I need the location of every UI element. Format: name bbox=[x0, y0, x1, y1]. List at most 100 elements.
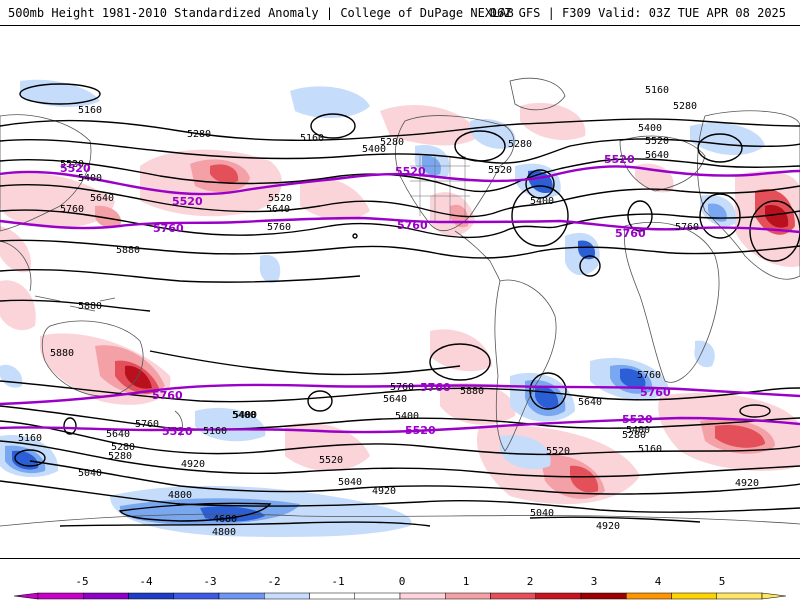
contour-label: 5160 bbox=[78, 105, 102, 116]
anomaly-negative-region bbox=[694, 340, 715, 368]
anomaly-positive-region bbox=[570, 465, 599, 493]
anomaly-positive-region bbox=[715, 425, 765, 448]
anomaly-positive-region bbox=[520, 102, 586, 141]
contour-label: 5160 bbox=[18, 433, 42, 444]
continent-africa bbox=[623, 221, 720, 383]
contour-5520-north bbox=[0, 165, 800, 196]
low-center-contour bbox=[307, 390, 333, 412]
highlight-contour-label: 5760 bbox=[615, 227, 646, 240]
new-zealand bbox=[174, 410, 183, 437]
colorbar-tick-label: -4 bbox=[139, 575, 153, 588]
contour-label: 5760 bbox=[637, 370, 661, 381]
contour-label: 5160 bbox=[300, 133, 324, 144]
contour-line bbox=[529, 516, 701, 523]
anomaly-shading bbox=[0, 79, 800, 537]
colorbar-swatch bbox=[128, 592, 174, 600]
low-center-contour bbox=[352, 233, 358, 239]
india bbox=[0, 240, 32, 292]
colorbar-swatch bbox=[535, 592, 582, 600]
contour-label: 5640 bbox=[383, 394, 407, 405]
colorbar-max-arrow bbox=[761, 592, 787, 600]
contour-label: 5160 bbox=[645, 85, 669, 96]
low-center-contour bbox=[579, 255, 601, 277]
state-borders bbox=[410, 156, 470, 221]
highlight-contour-label: 5760 bbox=[397, 219, 428, 232]
anomaly-positive-region bbox=[300, 177, 370, 221]
contour-label: 5400 bbox=[233, 410, 257, 421]
islands bbox=[34, 295, 116, 312]
contour-label: 5280 bbox=[380, 137, 404, 148]
continent-europe bbox=[619, 135, 706, 192]
anomaly-negative-region bbox=[422, 155, 441, 176]
anomaly-positive-region bbox=[0, 280, 36, 331]
contour-line bbox=[118, 502, 272, 522]
contour-line bbox=[0, 138, 800, 164]
anomaly-positive-region bbox=[0, 172, 115, 228]
contour-label: 5640 bbox=[90, 193, 114, 204]
colorbar-tick-label: 1 bbox=[463, 575, 470, 588]
contour-label: 5280 bbox=[108, 451, 132, 462]
contour-label: 5520 bbox=[488, 165, 512, 176]
anomaly-positive-region bbox=[430, 329, 492, 372]
anomaly-negative-region bbox=[259, 254, 281, 284]
contour-label: 4680 bbox=[213, 514, 237, 525]
contour-label: 5400 bbox=[362, 144, 386, 155]
contour-line bbox=[0, 184, 800, 218]
height-anomaly-map: 5160 5160 5280 5280 5400 5400 5520 5520 … bbox=[0, 77, 800, 538]
contour-label: 5520 bbox=[645, 136, 669, 147]
colorbar-swatch bbox=[626, 592, 672, 600]
contour-label: 5880 bbox=[116, 245, 140, 256]
low-center-contour bbox=[525, 169, 555, 199]
colorbar-swatch bbox=[354, 592, 401, 600]
contour-line bbox=[149, 350, 461, 376]
colorbar-tick-label: 5 bbox=[719, 575, 726, 588]
anomaly-negative-region bbox=[500, 435, 551, 470]
colorbar-labels: -5 -4 -3 -2 -1 0 1 2 3 4 5 bbox=[75, 575, 725, 588]
low-center-contour bbox=[63, 417, 77, 435]
height-contours bbox=[0, 83, 800, 527]
map-panel: 5160 5160 5280 5280 5400 5400 5520 5520 … bbox=[0, 25, 800, 559]
contour-line bbox=[0, 420, 800, 456]
colorbar-swatch bbox=[218, 592, 265, 600]
contour-label: 4920 bbox=[735, 478, 759, 489]
anomaly-negative-region bbox=[620, 368, 646, 389]
model-run-info: 06Z GFS | F309 Valid: 03Z TUE APR 08 202… bbox=[489, 6, 786, 20]
low-center-contour bbox=[699, 193, 741, 239]
contour-label: 5400 bbox=[530, 196, 554, 207]
contour-label: 5400 bbox=[626, 425, 650, 436]
contour-label: 5520 bbox=[546, 446, 570, 457]
contour-labels: 5160 5160 5280 5280 5400 5400 5520 5520 … bbox=[18, 85, 759, 538]
colorbar-tick-label: -5 bbox=[75, 575, 88, 588]
contour-label: 5880 bbox=[50, 348, 74, 359]
contour-label: 5280 bbox=[622, 430, 646, 441]
contour-line bbox=[0, 118, 800, 141]
low-center-contour bbox=[454, 130, 506, 162]
contour-line bbox=[0, 405, 800, 431]
anomaly-negative-region bbox=[20, 79, 100, 108]
contour-label: 5280 bbox=[673, 101, 697, 112]
contour-label: 5760 bbox=[267, 222, 291, 233]
highlight-contour-label: 5760 bbox=[640, 386, 671, 399]
contour-label: 5400 bbox=[232, 410, 256, 421]
anomaly-positive-region bbox=[95, 205, 121, 228]
low-center-contour bbox=[429, 343, 491, 381]
colorbar-tick-label: 4 bbox=[655, 575, 662, 588]
colorbar-min-arrow bbox=[13, 592, 39, 600]
contour-label: 5280 bbox=[111, 442, 135, 453]
highlight-contour-label: 5760 bbox=[420, 381, 451, 394]
contour-label: 5760 bbox=[390, 382, 414, 393]
colorbar-swatch bbox=[399, 592, 446, 600]
contour-label: 5640 bbox=[266, 204, 290, 215]
contour-label: 5760 bbox=[60, 204, 84, 215]
contour-label: 5520 bbox=[268, 193, 292, 204]
colorbar-swatch bbox=[309, 592, 355, 600]
anomaly-positive-region bbox=[210, 164, 239, 184]
low-center-contour bbox=[749, 200, 800, 262]
contour-label: 5640 bbox=[578, 397, 602, 408]
colorbar-swatch bbox=[490, 592, 536, 600]
anomaly-positive-region bbox=[125, 365, 152, 389]
contour-label: 4920 bbox=[181, 459, 205, 470]
highlight-contour-label: 5520 bbox=[604, 153, 635, 166]
contour-label: 5280 bbox=[187, 129, 211, 140]
colorbar-swatch bbox=[37, 592, 84, 600]
